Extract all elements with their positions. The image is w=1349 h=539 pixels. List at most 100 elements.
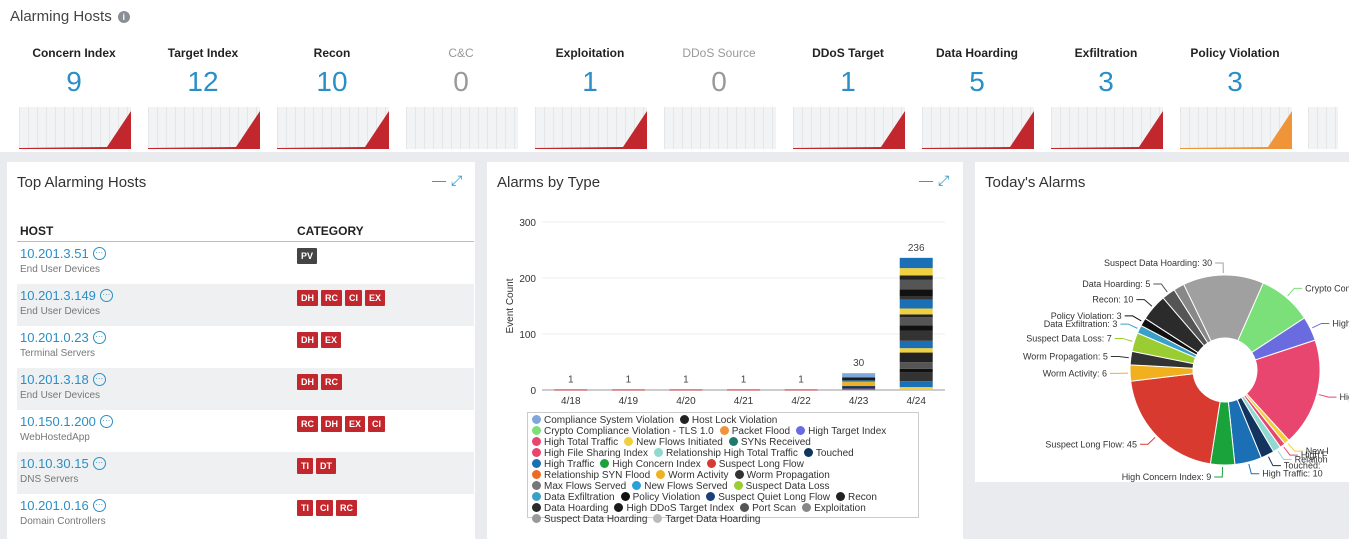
legend-item[interactable]: Touched xyxy=(803,448,854,459)
kpi-tile[interactable]: Exploitation 1 xyxy=(535,46,645,98)
kpi-tile[interactable]: Recon 10 xyxy=(277,46,387,98)
host-ip-text[interactable]: 10.201.0.23 xyxy=(20,330,89,345)
more-options-icon[interactable]: ··· xyxy=(92,499,106,512)
category-badge[interactable]: EX xyxy=(365,290,386,306)
more-options-icon[interactable]: ··· xyxy=(99,289,113,302)
category-badge[interactable]: DH xyxy=(297,374,318,390)
legend-item[interactable]: High Traffic xyxy=(532,459,594,470)
legend-item[interactable]: Host Lock Violation xyxy=(679,415,777,426)
table-row[interactable]: 10.10.30.15 ··· DNS Servers TI DT xyxy=(17,452,474,494)
legend-item[interactable]: Worm Activity xyxy=(656,470,729,481)
legend-item[interactable]: SYNs Received xyxy=(728,437,811,448)
col-host-header[interactable]: HOST xyxy=(17,220,294,242)
table-row[interactable]: 10.201.3.18 ··· End User Devices DH RC xyxy=(17,368,474,410)
category-badge[interactable]: TI xyxy=(297,500,313,516)
legend-item[interactable]: High Total Traffic xyxy=(532,437,618,448)
table-row[interactable]: 10.150.1.200 ··· WebHostedApp RC DH EX CI xyxy=(17,410,474,452)
pie-leader-line xyxy=(1287,443,1303,452)
legend-item[interactable]: Recon xyxy=(835,492,877,503)
category-badge[interactable]: CI xyxy=(368,416,386,432)
host-ip-text[interactable]: 10.201.3.51 xyxy=(20,246,89,261)
more-options-icon[interactable]: ··· xyxy=(92,331,106,344)
table-row[interactable]: 10.201.3.149 ··· End User Devices DH RC CI EX xyxy=(17,284,474,326)
legend-item[interactable]: High File Sharing Index xyxy=(532,448,648,459)
host-ip-text[interactable]: 10.201.3.149 xyxy=(20,288,96,303)
kpi-tile[interactable]: C&C 0 xyxy=(406,46,516,98)
bar-segment xyxy=(899,348,933,353)
legend-item[interactable]: Packet Flood xyxy=(719,426,790,437)
category-badge[interactable]: EX xyxy=(345,416,366,432)
category-badge[interactable]: RC xyxy=(321,290,342,306)
host-ip-link[interactable]: 10.201.3.18 ··· xyxy=(20,372,291,387)
legend-item[interactable]: High Target Index xyxy=(796,426,886,437)
more-options-icon[interactable]: ··· xyxy=(92,247,106,260)
expand-icon[interactable]: ⤢ xyxy=(938,172,950,188)
legend-item[interactable]: High DDoS Target Index xyxy=(614,503,734,514)
kpi-tile[interactable]: Concern Index 9 xyxy=(19,46,129,98)
category-badge[interactable]: DH xyxy=(297,332,318,348)
legend-item[interactable]: Exploitation xyxy=(802,503,866,514)
category-badge[interactable]: EX xyxy=(321,332,342,348)
table-row[interactable]: 10.201.0.16 ··· Domain Controllers TI CI RC xyxy=(17,494,474,536)
host-ip-link[interactable]: 10.10.30.15 ··· xyxy=(20,456,291,471)
kpi-tile[interactable]: Policy Violation 3 xyxy=(1180,46,1290,98)
kpi-label: DDoS Target xyxy=(812,46,884,60)
host-ip-link[interactable]: 10.201.3.149 ··· xyxy=(20,288,291,303)
kpi-tile[interactable]: Exfiltration 3 xyxy=(1051,46,1161,98)
legend-item[interactable]: New Flows Served xyxy=(632,481,728,492)
info-icon[interactable]: i xyxy=(117,10,130,23)
host-ip-text[interactable]: 10.201.3.18 xyxy=(20,372,89,387)
category-badge[interactable]: DH xyxy=(321,416,342,432)
legend-item[interactable]: Data Hoarding xyxy=(532,503,608,514)
category-badge[interactable]: PV xyxy=(297,248,318,264)
legend-item[interactable]: Relationship High Total Traffic xyxy=(653,448,798,459)
more-options-icon[interactable]: ··· xyxy=(99,415,113,428)
category-badge[interactable]: TI xyxy=(297,458,313,474)
kpi-tile[interactable]: DDoS Source 0 xyxy=(664,46,774,98)
legend-item[interactable]: Suspect Data Hoarding xyxy=(532,514,647,525)
legend-item[interactable]: Relationship SYN Flood xyxy=(532,470,650,481)
host-ip-text[interactable]: 10.201.0.16 xyxy=(20,498,89,513)
category-badge[interactable]: RC xyxy=(336,500,357,516)
legend-item[interactable]: Policy Violation xyxy=(620,492,700,503)
kpi-label: Data Hoarding xyxy=(935,46,1018,60)
minimize-icon[interactable]: — xyxy=(432,172,446,188)
host-ip-link[interactable]: 10.150.1.200 ··· xyxy=(20,414,291,429)
legend-item[interactable]: New Flows Initiated xyxy=(624,437,723,448)
more-options-icon[interactable]: ··· xyxy=(92,373,106,386)
host-ip-link[interactable]: 10.201.3.51 ··· xyxy=(20,246,291,261)
legend-item[interactable]: Target Data Hoarding xyxy=(653,514,760,525)
legend-item[interactable]: Suspect Long Flow xyxy=(706,459,804,470)
category-badge[interactable]: DH xyxy=(297,290,318,306)
legend-item[interactable]: Max Flows Served xyxy=(532,481,626,492)
category-badge[interactable]: RC xyxy=(297,416,318,432)
bar-segment xyxy=(899,257,933,269)
legend-item[interactable]: Compliance System Violation xyxy=(532,415,674,426)
kpi-tile[interactable]: Target Index 12 xyxy=(148,46,258,98)
host-ip-text[interactable]: 10.150.1.200 xyxy=(20,414,96,429)
legend-item[interactable]: Port Scan xyxy=(740,503,796,514)
legend-item[interactable]: High Concern Index xyxy=(600,459,701,470)
host-ip-link[interactable]: 10.201.0.23 ··· xyxy=(20,330,291,345)
table-row[interactable]: 10.201.3.51 ··· End User Devices PV xyxy=(17,242,474,285)
more-options-icon[interactable]: ··· xyxy=(92,457,106,470)
host-ip-link[interactable]: 10.201.0.16 ··· xyxy=(20,498,291,513)
legend-swatch xyxy=(653,514,663,523)
expand-icon[interactable]: ⤢ xyxy=(451,172,463,188)
host-ip-text[interactable]: 10.10.30.15 xyxy=(20,456,89,471)
kpi-tile[interactable]: DDoS Target 1 xyxy=(793,46,903,98)
table-row[interactable]: 10.201.0.23 ··· Terminal Servers DH EX xyxy=(17,326,474,368)
legend-item[interactable]: Worm Propagation xyxy=(734,470,830,481)
category-badge[interactable]: CI xyxy=(345,290,362,306)
legend-item[interactable]: Crypto Compliance Violation - TLS 1.0 xyxy=(532,426,714,437)
legend-item[interactable]: Data Exfiltration xyxy=(532,492,615,503)
pie-slice-label: Crypto Compliance V xyxy=(1305,283,1349,293)
legend-item[interactable]: Suspect Quiet Long Flow xyxy=(706,492,830,503)
legend-item[interactable]: Suspect Data Loss xyxy=(733,481,830,492)
kpi-tile[interactable]: Data Hoarding 5 xyxy=(922,46,1032,98)
category-badge[interactable]: CI xyxy=(316,500,333,516)
category-badge[interactable]: DT xyxy=(316,458,336,474)
col-category-header[interactable]: CATEGORY xyxy=(294,220,474,242)
minimize-icon[interactable]: — xyxy=(919,172,933,188)
category-badge[interactable]: RC xyxy=(321,374,342,390)
